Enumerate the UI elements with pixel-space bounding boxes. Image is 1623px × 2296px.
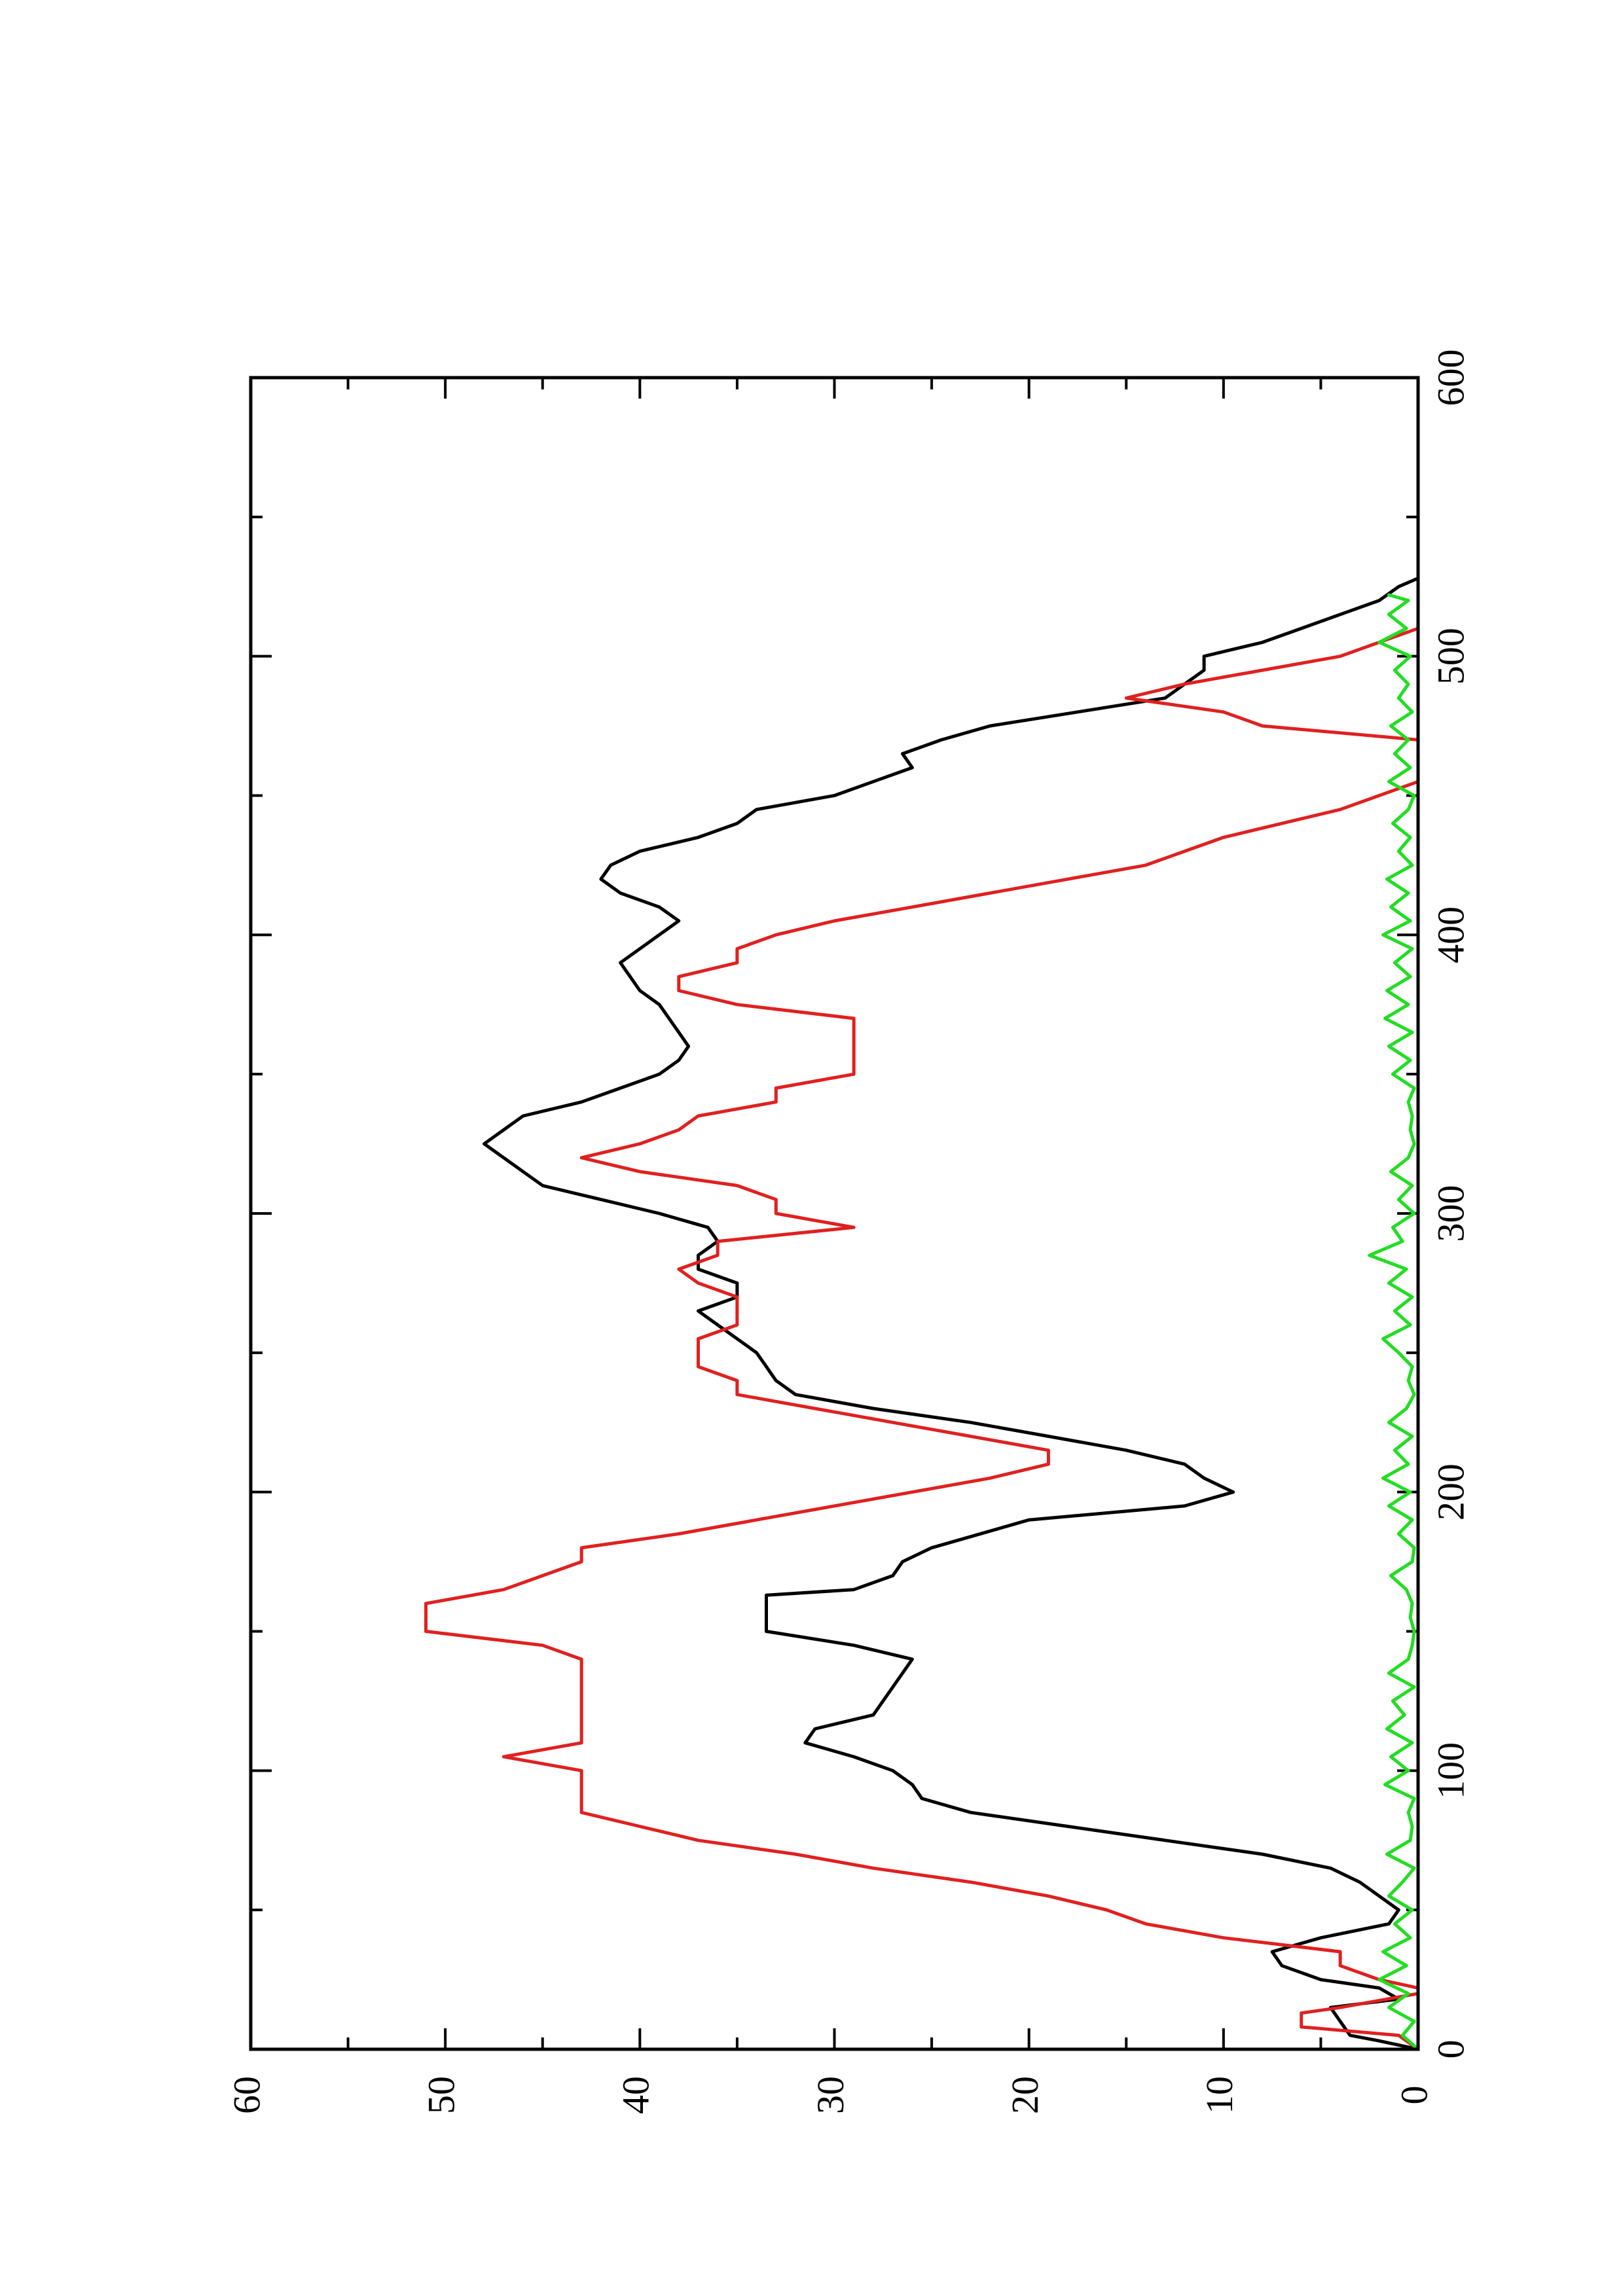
y-tick-label: 0 (1393, 2086, 1435, 2105)
x-tick-label: 100 (1429, 1742, 1472, 1799)
y-tick-label: 20 (1004, 2076, 1046, 2114)
y-tick-label: 50 (420, 2076, 462, 2114)
tick-labels: 0 100 200 300 400 500 600 0 10 20 30 40 50 60 (225, 350, 1472, 2115)
plot-frame (249, 376, 1420, 2051)
x-tick-label: 600 (1429, 350, 1472, 406)
y-tick-label: 30 (809, 2076, 852, 2114)
series-line-2 (424, 626, 1420, 2051)
y-tick-label: 10 (1198, 2076, 1241, 2114)
x-tick-label: 500 (1429, 628, 1472, 685)
y-tick-label: 40 (615, 2076, 657, 2114)
series-line-3 (1368, 593, 1420, 2051)
y-tick-label: 60 (225, 2076, 268, 2114)
x-tick-label: 200 (1429, 1463, 1472, 1520)
series-layer (424, 577, 1420, 2051)
x-tick-label: 300 (1429, 1185, 1472, 1242)
x-tick-label: 400 (1429, 906, 1472, 963)
series-line-1 (483, 577, 1420, 2051)
x-tick-label: 0 (1429, 2040, 1472, 2059)
